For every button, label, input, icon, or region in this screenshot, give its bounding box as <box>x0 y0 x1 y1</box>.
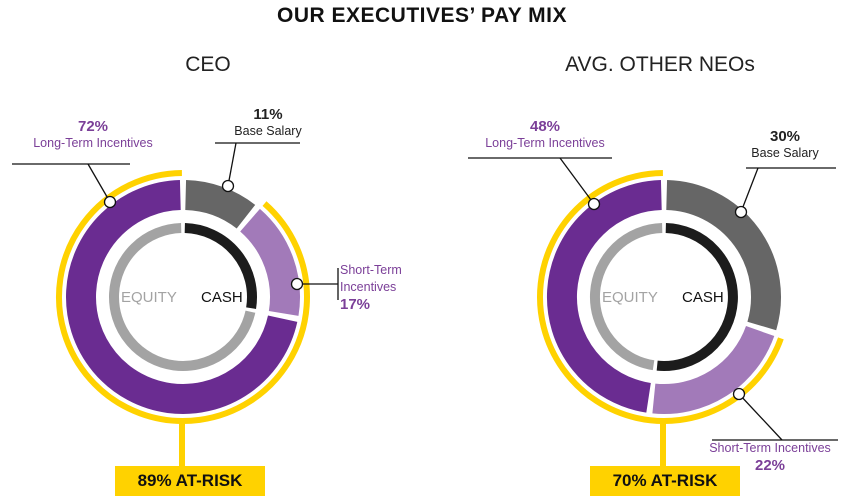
neo-sti-label: Short-Term Incentives 22% <box>700 440 840 474</box>
ceo-base-leader-line <box>227 142 237 187</box>
ceo-lti-leader-dot <box>103 195 117 209</box>
neo-at-risk-arc <box>537 170 784 424</box>
ceo-lti-percent: 72% <box>77 118 109 135</box>
neo-sti-leader-line <box>738 393 783 441</box>
neo-base-percent: 30% <box>769 128 801 145</box>
neo-cash-inner-arc <box>656 223 738 371</box>
ceo-base-name: Base Salary <box>234 124 302 138</box>
neo-base-label: 30% Base Salary <box>730 128 840 162</box>
ceo-short-term-segment <box>239 208 300 316</box>
ceo-sti-percent: 17% <box>340 296 371 313</box>
neo-lti-percent: 48% <box>529 118 561 135</box>
ceo-base-leader-dot <box>221 179 235 193</box>
neo-base-salary-segment <box>665 180 781 331</box>
neo-lti-leader-dot <box>587 197 601 211</box>
neo-chart-title: AVG. OTHER NEOs <box>565 53 755 76</box>
figure-title: OUR EXECUTIVES’ PAY MIX <box>276 4 568 27</box>
neo-base-leader-line <box>740 167 759 213</box>
ceo-equity-center-label: EQUITY <box>121 289 177 306</box>
neo-equity-inner-arc <box>589 223 663 371</box>
ceo-lti-label: 72% Long-Term Incentives <box>8 118 178 152</box>
ceo-at-risk-badge: 89% AT-RISK <box>115 466 265 496</box>
ceo-long-term-segment <box>66 180 298 414</box>
ceo-cash-center-label: CASH <box>201 289 243 306</box>
neo-short-term-segment <box>652 325 775 414</box>
ceo-sti-leader-dot <box>290 277 304 291</box>
neo-base-name: Base Salary <box>751 146 819 160</box>
ceo-lti-leader-line <box>87 163 111 203</box>
neo-sti-percent: 22% <box>754 457 786 474</box>
neo-base-leader-dot <box>734 205 748 219</box>
neo-sti-name: Short-Term Incentives <box>709 441 831 455</box>
ceo-chart-title: CEO <box>185 53 231 76</box>
ceo-cash-inner-arc <box>184 223 257 309</box>
ceo-equity-inner-arc <box>109 223 256 371</box>
neo-lti-leader-line <box>559 157 595 205</box>
ceo-base-label: 11% Base Salary <box>208 106 328 140</box>
neo-lti-name: Long-Term Incentives <box>485 136 605 150</box>
neo-long-term-segment <box>546 180 663 413</box>
ceo-sti-label: Short-Term Incentives 17% <box>340 262 430 313</box>
neo-lti-label: 48% Long-Term Incentives <box>460 118 630 152</box>
ceo-lti-name: Long-Term Incentives <box>33 136 153 150</box>
neo-at-risk-badge: 70% AT-RISK <box>590 466 740 496</box>
ceo-at-risk-arc <box>55 170 310 424</box>
neo-equity-center-label: EQUITY <box>602 289 658 306</box>
neo-cash-center-label: CASH <box>682 289 724 306</box>
ceo-sti-name: Short-Term Incentives <box>340 263 402 294</box>
ceo-base-salary-segment <box>184 180 256 229</box>
neo-sti-leader-dot <box>732 387 746 401</box>
ceo-base-percent: 11% <box>253 106 283 123</box>
